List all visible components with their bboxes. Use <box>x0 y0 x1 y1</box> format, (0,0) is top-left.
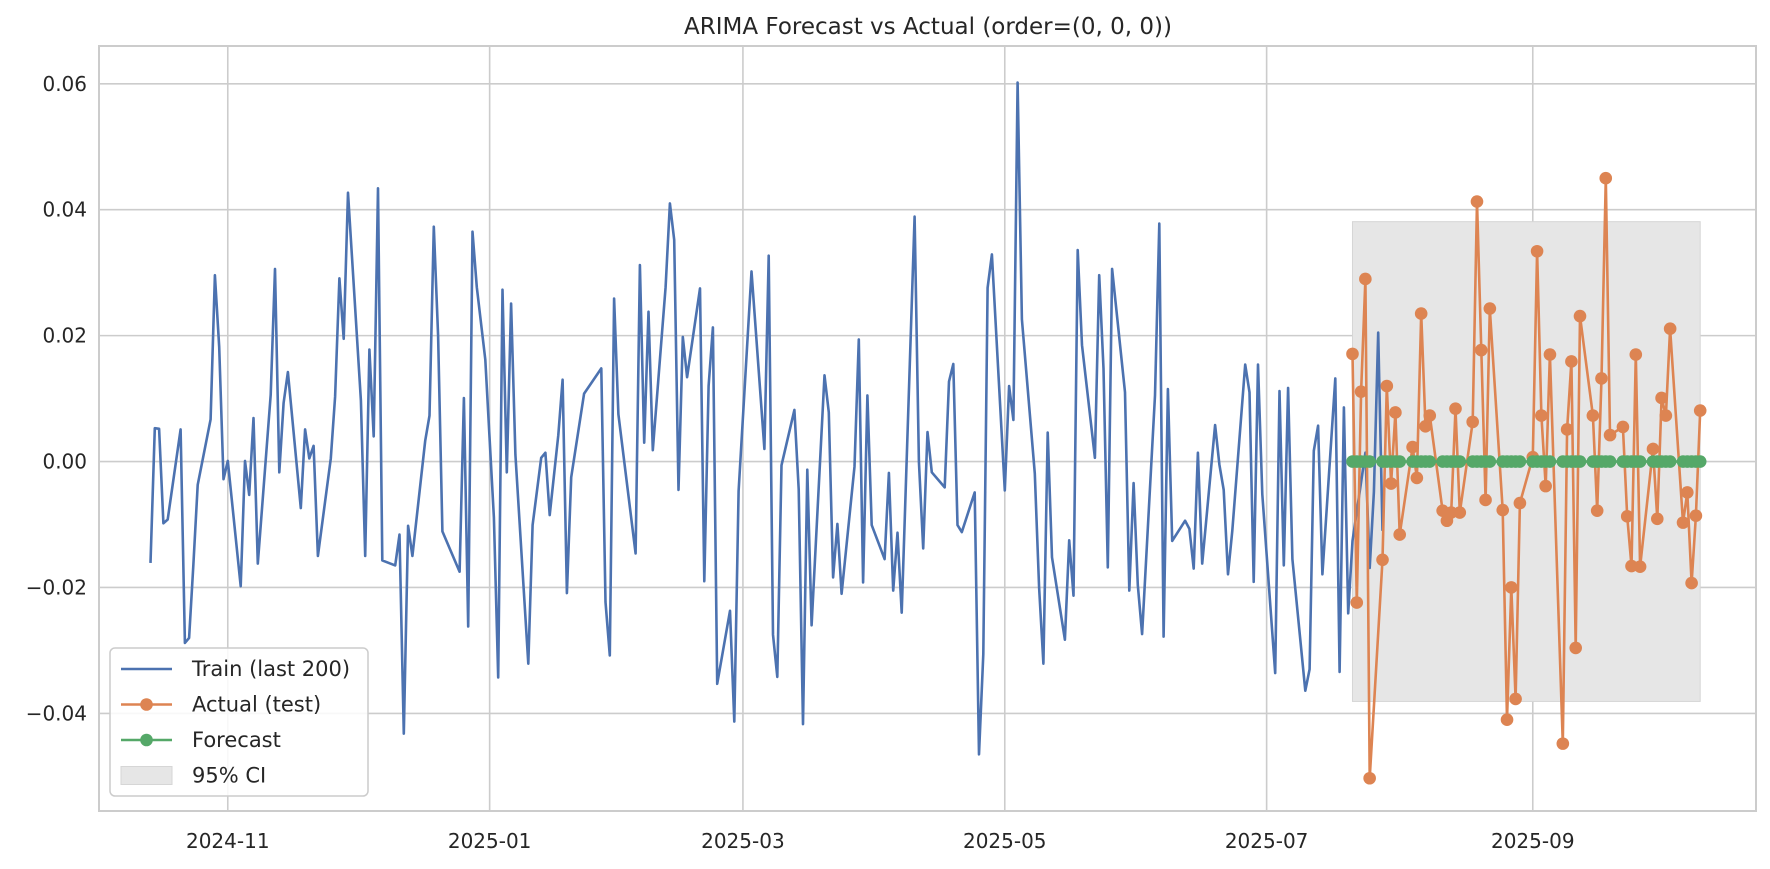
forecast-point <box>1543 455 1557 468</box>
chart-title: ARIMA Forecast vs Actual (order=(0, 0, 0… <box>684 14 1172 40</box>
x-tick-label: 2024-11 <box>186 829 270 853</box>
actual-point <box>1406 440 1419 454</box>
train-line <box>149 81 1384 756</box>
legend-swatch-marker <box>140 698 153 711</box>
actual-point <box>1689 509 1703 523</box>
actual-point <box>1483 302 1497 315</box>
actual-point <box>1535 409 1548 422</box>
y-tick-label: 0.06 <box>42 72 87 96</box>
y-tick-label: 0.02 <box>42 324 87 348</box>
actual-point <box>1586 409 1600 422</box>
actual-point <box>1569 641 1583 655</box>
y-tick-label: −0.04 <box>26 701 87 725</box>
forecast-point <box>1453 455 1467 468</box>
y-tick-label: 0.04 <box>42 198 87 222</box>
actual-point <box>1474 343 1488 357</box>
forecast-point <box>1633 455 1647 468</box>
actual-point <box>1590 504 1604 517</box>
x-tick-label: 2025-03 <box>701 829 785 853</box>
legend-label: Train (last 200) <box>191 657 350 681</box>
series-layer <box>149 81 1707 785</box>
forecast-point <box>1423 455 1437 468</box>
actual-point <box>1681 486 1694 499</box>
actual-point <box>1363 771 1376 785</box>
actual-point <box>1350 596 1364 609</box>
x-tick-label: 2025-07 <box>1225 829 1309 853</box>
actual-point <box>1359 272 1372 286</box>
forecast-point <box>1693 455 1707 468</box>
actual-point <box>1466 415 1479 429</box>
actual-point <box>1629 348 1643 361</box>
legend-swatch-marker <box>140 733 153 747</box>
actual-point <box>1565 355 1578 368</box>
actual-point <box>1453 506 1467 519</box>
actual-point <box>1650 512 1664 526</box>
forecast-point <box>1573 455 1587 468</box>
legend: Train (last 200) Actual (test) Forecast 95%… <box>109 647 369 797</box>
legend-label: 95% CI <box>192 764 266 788</box>
actual-point <box>1659 409 1673 422</box>
actual-point <box>1530 244 1544 258</box>
y-tick-label: −0.02 <box>26 575 87 599</box>
actual-point <box>1346 347 1359 361</box>
actual-point <box>1479 493 1492 507</box>
legend-swatch-ci <box>120 766 173 785</box>
actual-point <box>1500 713 1514 727</box>
actual-point <box>1384 477 1398 490</box>
actual-point <box>1354 385 1368 398</box>
actual-point <box>1685 576 1698 590</box>
actual-point <box>1423 409 1437 422</box>
actual-point <box>1599 171 1613 185</box>
actual-point <box>1663 322 1677 336</box>
actual-point <box>1620 510 1634 523</box>
actual-point <box>1470 195 1484 208</box>
legend-label: Actual (test) <box>192 693 321 717</box>
forecast-point <box>1483 455 1497 468</box>
actual-point <box>1376 553 1389 567</box>
actual-point <box>1633 560 1647 574</box>
actual-point <box>1595 372 1608 385</box>
actual-point <box>1513 496 1527 510</box>
actual-point <box>1505 581 1518 594</box>
actual-point <box>1496 503 1510 517</box>
x-tick-label: 2025-09 <box>1491 829 1575 853</box>
legend-label: Forecast <box>192 728 281 752</box>
actual-point <box>1616 420 1630 434</box>
plot-frame <box>98 45 1757 812</box>
actual-point <box>1449 402 1462 415</box>
actual-point <box>1543 348 1557 361</box>
actual-point <box>1573 309 1587 323</box>
forecast-point <box>1393 455 1407 468</box>
actual-point <box>1410 471 1424 485</box>
actual-point <box>1393 528 1407 541</box>
actual-point <box>1646 442 1660 456</box>
forecast-point <box>1363 455 1376 468</box>
actual-point <box>1389 406 1402 419</box>
actual-point <box>1693 404 1707 417</box>
x-tick-label: 2025-01 <box>448 829 532 853</box>
x-tick-label: 2025-05 <box>963 829 1047 853</box>
x-axis-tick-labels: 2024-11 2025-01 2025-03 2025-05 2025-07 2025-… <box>186 829 1575 853</box>
forecast-point <box>1603 455 1617 468</box>
actual-point <box>1414 307 1428 320</box>
y-axis-tick-labels: −0.04 −0.02 0.00 0.02 0.04 0.06 <box>26 72 87 726</box>
actual-point <box>1560 423 1574 436</box>
actual-point <box>1655 391 1668 405</box>
y-tick-label: 0.00 <box>42 450 87 474</box>
actual-point <box>1556 737 1570 750</box>
actual-point <box>1509 692 1522 706</box>
actual-point <box>1419 419 1432 433</box>
actual-point <box>1539 479 1552 493</box>
legend-box <box>109 647 369 797</box>
forecast-point <box>1513 455 1527 468</box>
actual-point <box>1676 516 1690 529</box>
actual-point <box>1603 428 1617 442</box>
actual-point <box>1380 379 1394 393</box>
forecast-point <box>1663 455 1677 468</box>
